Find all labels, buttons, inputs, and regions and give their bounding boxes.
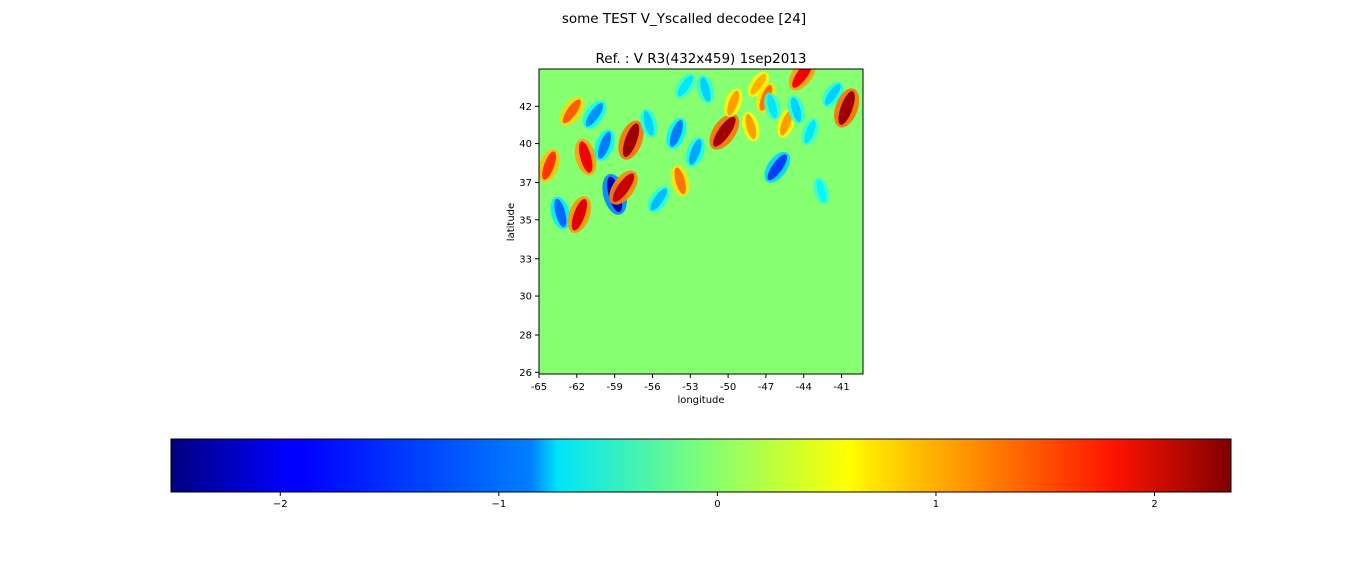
heatmap-feature	[643, 111, 654, 136]
x-tick-label: -59	[606, 382, 622, 393]
heatmap-feature	[612, 173, 635, 202]
heatmap-feature	[689, 139, 702, 165]
colorbar-tick-label: 1	[933, 499, 939, 510]
colorbar-tick-label: 2	[1151, 499, 1157, 510]
heatmap-feature	[780, 110, 793, 136]
x-tick-label: -53	[682, 382, 698, 393]
heatmap-feature	[554, 198, 567, 228]
y-axis-ticks: 26 28 30 33 35 37 40 42	[519, 102, 539, 379]
colorbar-tick-label: −1	[491, 499, 506, 510]
x-tick-label: -41	[833, 382, 849, 393]
colorbar-tick-label: 0	[714, 499, 720, 510]
heatmap-feature	[669, 119, 683, 147]
heatmap-feature	[727, 90, 740, 116]
heatmap-feature	[562, 99, 581, 124]
colorbar-tick-label: −2	[273, 499, 288, 510]
heatmap-feature	[622, 123, 640, 158]
y-tick-label: 30	[519, 292, 532, 303]
y-tick-label: 40	[519, 139, 532, 150]
x-axis-ticks: -65 -62 -59 -56 -53 -50 -47 -44 -41	[531, 374, 850, 393]
heatmap-feature	[824, 83, 841, 106]
heatmap-feature	[745, 114, 757, 140]
heatmap-feature	[700, 77, 711, 102]
heatmap-feature	[677, 75, 693, 97]
y-tick-label: 28	[519, 331, 532, 342]
y-tick-label: 26	[519, 368, 532, 379]
heatmap-feature	[804, 120, 816, 144]
heatmap-feature	[597, 131, 612, 159]
heatmap-feature	[542, 151, 557, 180]
x-axis-label: longitude	[677, 395, 724, 406]
heatmap-feature	[767, 94, 778, 119]
heatmap-feature	[767, 154, 788, 181]
axes-title: Ref. : V R3(432x459) 1sep2013	[596, 51, 807, 67]
heatmap-feature	[571, 199, 588, 231]
x-tick-label: -47	[758, 382, 774, 393]
heatmap-area	[539, 69, 863, 374]
y-tick-label: 37	[519, 178, 532, 189]
x-tick-label: -44	[796, 382, 812, 393]
heatmap-feature	[791, 97, 802, 122]
heatmap-feature	[816, 179, 827, 203]
x-tick-label: -56	[644, 382, 660, 393]
x-tick-label: -62	[569, 382, 585, 393]
heatmap-feature	[713, 116, 736, 147]
heatmap-feature	[674, 167, 686, 195]
y-tick-label: 33	[519, 254, 532, 265]
y-axis-label: latitude	[506, 203, 517, 241]
y-tick-label: 35	[519, 215, 532, 226]
heatmap-feature	[585, 103, 604, 127]
heatmap-feature	[838, 91, 855, 125]
heatmap-feature	[792, 69, 813, 88]
heatmap-feature	[650, 188, 668, 211]
y-tick-label: 42	[519, 102, 532, 113]
colorbar-ticks: −2 −1 0 1 2	[273, 492, 1158, 510]
x-tick-label: -65	[531, 382, 547, 393]
heatmap-feature	[750, 73, 767, 95]
x-tick-label: -50	[720, 382, 736, 393]
figure-suptitle: some TEST V_Yscalled decodee [24]	[562, 11, 806, 27]
colorbar	[170, 438, 1232, 493]
axes-frame	[538, 68, 864, 375]
heatmap-feature	[578, 141, 593, 173]
